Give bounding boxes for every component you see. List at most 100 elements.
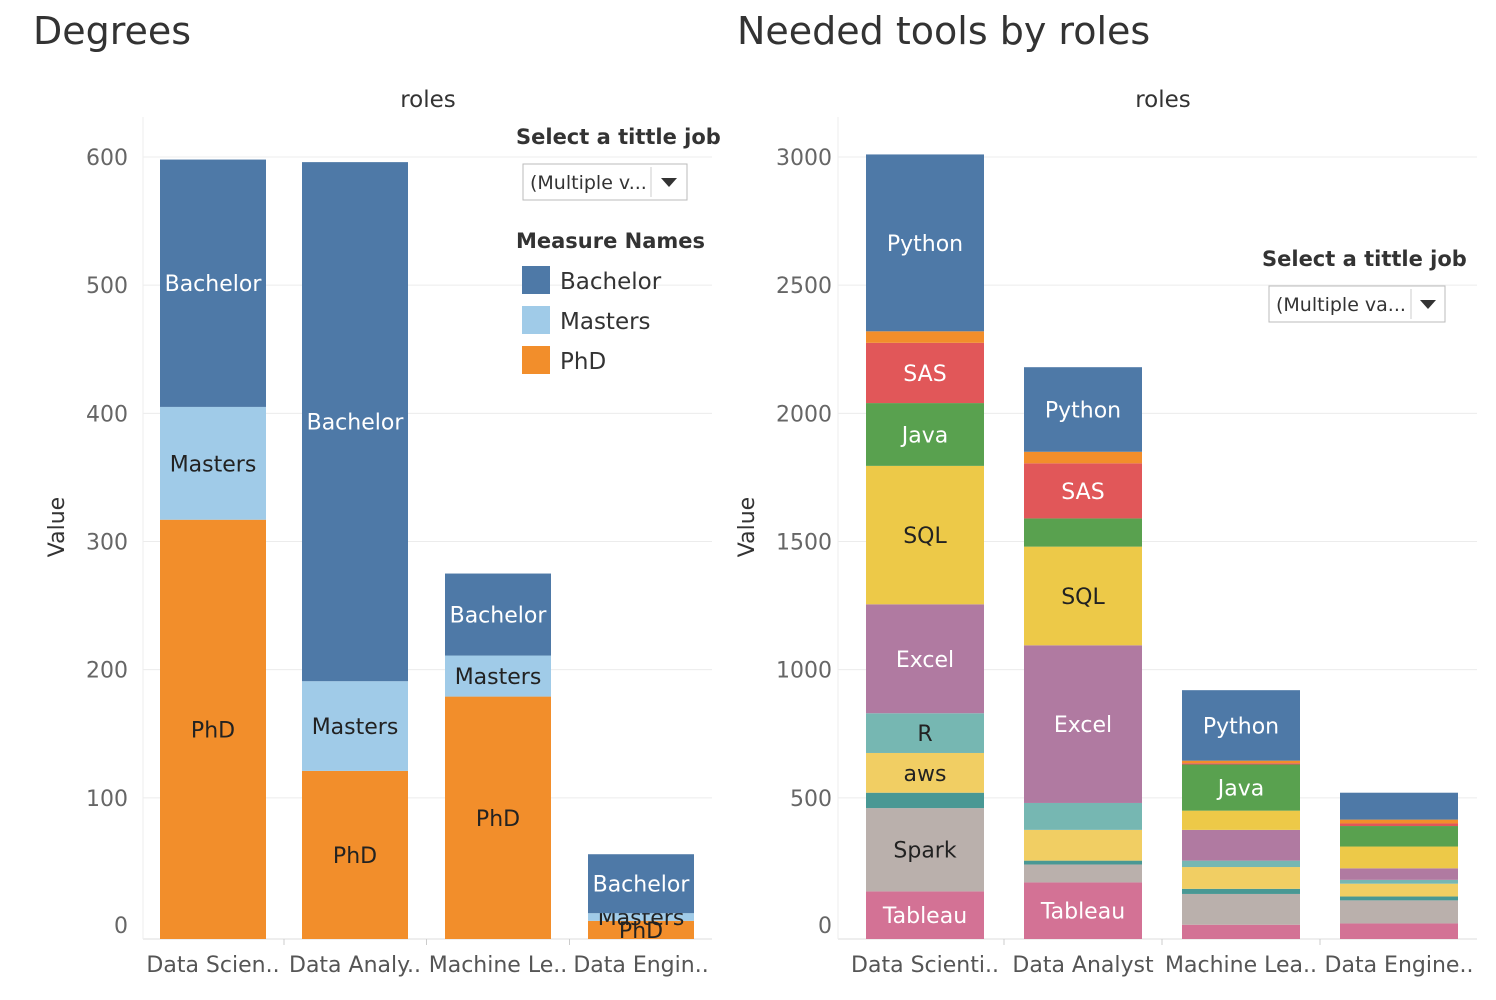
bar-sql-2[interactable] bbox=[1182, 810, 1300, 830]
data-label-masters-1: Masters bbox=[312, 715, 399, 740]
bar-java-0[interactable] bbox=[866, 403, 984, 466]
bar-java-2[interactable] bbox=[1182, 764, 1300, 811]
bar-sas-2[interactable] bbox=[1182, 763, 1300, 765]
y-tick-label-0: 0 bbox=[114, 914, 128, 939]
legend-swatch-masters[interactable] bbox=[522, 306, 550, 334]
data-label-masters-0: Masters bbox=[170, 452, 257, 477]
bar-tableau-0[interactable] bbox=[866, 891, 984, 939]
right-header-roles: roles bbox=[1135, 87, 1191, 113]
bar-spark-3[interactable] bbox=[1340, 900, 1458, 924]
bar-r-1[interactable] bbox=[1024, 802, 1142, 830]
data-label-bachelor-2: Bachelor bbox=[450, 604, 548, 629]
bar-r-3[interactable] bbox=[1340, 879, 1458, 884]
bar-python-2[interactable] bbox=[1182, 690, 1300, 761]
bar-aws-2[interactable] bbox=[1182, 867, 1300, 889]
bar-sql-0[interactable] bbox=[866, 465, 984, 605]
bar-phd-0[interactable] bbox=[160, 519, 266, 939]
bar-other-teal-0[interactable] bbox=[866, 792, 984, 809]
bar-java-3[interactable] bbox=[1340, 826, 1458, 847]
left-filter-box[interactable] bbox=[522, 163, 688, 201]
y-tick-label-3000: 3000 bbox=[776, 146, 832, 171]
bar-tableau-2[interactable] bbox=[1182, 924, 1300, 939]
left-y-axis: 0 100 200 300 400 500 600 bbox=[86, 146, 128, 939]
legend-label-bachelor[interactable]: Bachelor bbox=[560, 269, 662, 295]
y-tick-label-1500: 1500 bbox=[776, 531, 832, 556]
data-label-python-0: Python bbox=[887, 232, 963, 257]
bar-r-0[interactable] bbox=[866, 713, 984, 753]
data-label-masters-2: Masters bbox=[455, 665, 542, 690]
right-y-axis: 0 500 1000 1500 2000 2500 3000 bbox=[776, 146, 832, 939]
bar-masters-3[interactable] bbox=[588, 913, 694, 921]
right-bars: Tableau Tableau Spark aws R Excel Excel SQL SQL J… bbox=[866, 154, 1458, 939]
bar-other-orange-1[interactable] bbox=[1024, 451, 1142, 464]
left-filter-dropdown[interactable]: (Multiple v... bbox=[522, 163, 688, 201]
y-tick-label-0: 0 bbox=[818, 914, 832, 939]
bar-sas-3[interactable] bbox=[1340, 823, 1458, 827]
bar-masters-0[interactable] bbox=[160, 406, 266, 520]
bar-spark-1[interactable] bbox=[1024, 864, 1142, 883]
data-label-bachelor-1: Bachelor bbox=[307, 411, 405, 436]
right-filter-dropdown[interactable]: (Multiple va... bbox=[1268, 285, 1446, 323]
data-label-sas-0: SAS bbox=[903, 362, 946, 387]
bar-other-teal-2[interactable] bbox=[1182, 888, 1300, 894]
chevron-down-icon[interactable] bbox=[661, 178, 677, 187]
bar-java-1[interactable] bbox=[1024, 518, 1142, 547]
chevron-down-icon[interactable] bbox=[1420, 300, 1436, 309]
bar-aws-0[interactable] bbox=[866, 752, 984, 793]
bar-excel-0[interactable] bbox=[866, 604, 984, 714]
y-tick-label-2500: 2500 bbox=[776, 274, 832, 299]
bar-tableau-1[interactable] bbox=[1024, 882, 1142, 939]
legend: Bachelor Masters PhD bbox=[522, 266, 662, 375]
bar-excel-2[interactable] bbox=[1182, 829, 1300, 861]
right-filter-box[interactable] bbox=[1268, 285, 1446, 323]
bar-masters-2[interactable] bbox=[445, 655, 551, 697]
bar-phd-2[interactable] bbox=[445, 696, 551, 939]
right-x-axis: Data Scienti.. Data Analyst Machine Lea.. D… bbox=[851, 953, 1473, 978]
bar-excel-3[interactable] bbox=[1340, 868, 1458, 880]
right-filter-title: Select a tittle job bbox=[1262, 247, 1467, 271]
legend-label-phd[interactable]: PhD bbox=[560, 349, 606, 375]
bar-masters-1[interactable] bbox=[302, 681, 408, 771]
bar-python-0[interactable] bbox=[866, 154, 984, 332]
bar-r-2[interactable] bbox=[1182, 860, 1300, 868]
bar-phd-3[interactable] bbox=[588, 920, 694, 939]
y-tick-label-100: 100 bbox=[86, 787, 128, 812]
bar-aws-1[interactable] bbox=[1024, 829, 1142, 861]
legend-label-masters[interactable]: Masters bbox=[560, 309, 651, 335]
legend-swatch-bachelor[interactable] bbox=[522, 266, 550, 294]
left-filter-title: Select a tittle job bbox=[516, 125, 721, 149]
bar-other-orange-0[interactable] bbox=[866, 331, 984, 343]
data-label-phd-0: PhD bbox=[191, 718, 235, 743]
x-tick-label-3: Data Engine.. bbox=[1325, 953, 1474, 978]
bar-other-orange-3[interactable] bbox=[1340, 819, 1458, 824]
data-label-tableau-0: Tableau bbox=[882, 904, 967, 929]
left-y-axis-title: Value bbox=[45, 497, 70, 557]
bar-tableau-3[interactable] bbox=[1340, 923, 1458, 939]
bar-sql-3[interactable] bbox=[1340, 846, 1458, 869]
y-tick-label-400: 400 bbox=[86, 402, 128, 427]
bar-bachelor-1[interactable] bbox=[302, 162, 408, 682]
right-title: Needed tools by roles bbox=[737, 9, 1150, 53]
bar-other-orange-2[interactable] bbox=[1182, 760, 1300, 764]
bar-aws-3[interactable] bbox=[1340, 883, 1458, 897]
bar-python-3[interactable] bbox=[1340, 792, 1458, 820]
bar-bachelor-3[interactable] bbox=[588, 854, 694, 914]
bar-python-1[interactable] bbox=[1024, 367, 1142, 452]
legend-swatch-phd[interactable] bbox=[522, 346, 550, 374]
x-tick-label-1: Data Analyst bbox=[1012, 953, 1154, 978]
x-tick-label-0: Data Scien.. bbox=[146, 953, 279, 978]
bar-spark-2[interactable] bbox=[1182, 893, 1300, 925]
bar-other-teal-3[interactable] bbox=[1340, 896, 1458, 901]
bar-spark-0[interactable] bbox=[866, 808, 984, 892]
y-tick-label-2000: 2000 bbox=[776, 402, 832, 427]
bar-sas-0[interactable] bbox=[866, 342, 984, 404]
data-label-python-1: Python bbox=[1045, 398, 1121, 423]
bar-bachelor-0[interactable] bbox=[160, 159, 266, 407]
bar-sas-1[interactable] bbox=[1024, 463, 1142, 519]
bar-phd-1[interactable] bbox=[302, 770, 408, 939]
bar-excel-1[interactable] bbox=[1024, 645, 1142, 803]
bar-sql-1[interactable] bbox=[1024, 546, 1142, 646]
data-label-sql-0: SQL bbox=[903, 524, 947, 549]
bar-other-teal-1[interactable] bbox=[1024, 860, 1142, 865]
bar-bachelor-2[interactable] bbox=[445, 573, 551, 656]
